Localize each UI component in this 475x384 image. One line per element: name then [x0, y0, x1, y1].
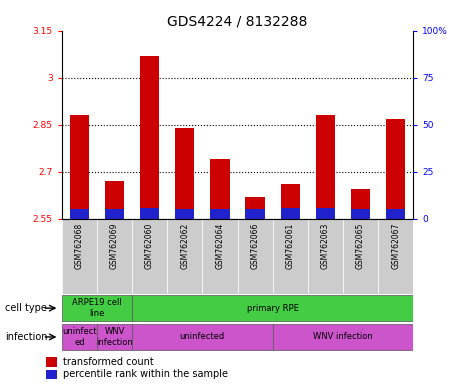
FancyBboxPatch shape	[97, 324, 132, 350]
Text: WNV
infection: WNV infection	[96, 327, 133, 347]
Bar	[246, 197, 265, 219]
Bar	[70, 209, 89, 219]
Bar	[210, 159, 229, 219]
FancyBboxPatch shape	[238, 219, 273, 294]
Bar	[140, 56, 159, 219]
FancyBboxPatch shape	[378, 219, 413, 294]
Text: GSM762060: GSM762060	[145, 223, 154, 269]
Text: GSM762066: GSM762066	[251, 223, 259, 269]
FancyBboxPatch shape	[132, 295, 413, 321]
Bar	[47, 370, 57, 379]
Text: primary RPE: primary RPE	[247, 304, 299, 313]
FancyBboxPatch shape	[132, 219, 167, 294]
FancyBboxPatch shape	[273, 219, 308, 294]
FancyBboxPatch shape	[132, 324, 273, 350]
Text: cell type: cell type	[5, 303, 47, 313]
Text: GSM762061: GSM762061	[286, 223, 294, 269]
Text: percentile rank within the sample: percentile rank within the sample	[63, 369, 228, 379]
Text: GSM762063: GSM762063	[321, 223, 330, 269]
Bar	[281, 208, 300, 219]
Bar	[386, 209, 405, 219]
Bar	[175, 128, 194, 219]
Text: WNV infection: WNV infection	[313, 333, 373, 341]
Title: GDS4224 / 8132288: GDS4224 / 8132288	[167, 14, 308, 28]
Bar	[105, 181, 124, 219]
FancyBboxPatch shape	[62, 295, 132, 321]
Text: GSM762062: GSM762062	[180, 223, 189, 269]
Bar	[210, 209, 229, 219]
Bar	[316, 208, 335, 219]
Bar	[351, 209, 370, 219]
Text: GSM762064: GSM762064	[216, 223, 224, 269]
Text: GSM762067: GSM762067	[391, 223, 400, 269]
Bar	[47, 357, 57, 367]
FancyBboxPatch shape	[167, 219, 202, 294]
Text: GSM762069: GSM762069	[110, 223, 119, 269]
Text: ARPE19 cell
line: ARPE19 cell line	[72, 298, 122, 318]
Bar	[386, 119, 405, 219]
FancyBboxPatch shape	[62, 219, 97, 294]
Text: GSM762068: GSM762068	[75, 223, 84, 269]
Bar	[316, 115, 335, 219]
FancyBboxPatch shape	[343, 219, 378, 294]
Bar	[105, 209, 124, 219]
FancyBboxPatch shape	[97, 219, 132, 294]
Bar	[351, 189, 370, 219]
Text: uninfect
ed: uninfect ed	[62, 327, 96, 347]
Text: infection: infection	[5, 332, 47, 342]
Text: GSM762065: GSM762065	[356, 223, 365, 269]
Text: uninfected: uninfected	[180, 333, 225, 341]
Bar	[246, 209, 265, 219]
Bar	[175, 209, 194, 219]
FancyBboxPatch shape	[62, 324, 97, 350]
Bar	[281, 184, 300, 219]
Bar	[140, 208, 159, 219]
FancyBboxPatch shape	[202, 219, 238, 294]
FancyBboxPatch shape	[308, 219, 343, 294]
Text: transformed count: transformed count	[63, 357, 154, 367]
FancyBboxPatch shape	[273, 324, 413, 350]
Bar	[70, 115, 89, 219]
